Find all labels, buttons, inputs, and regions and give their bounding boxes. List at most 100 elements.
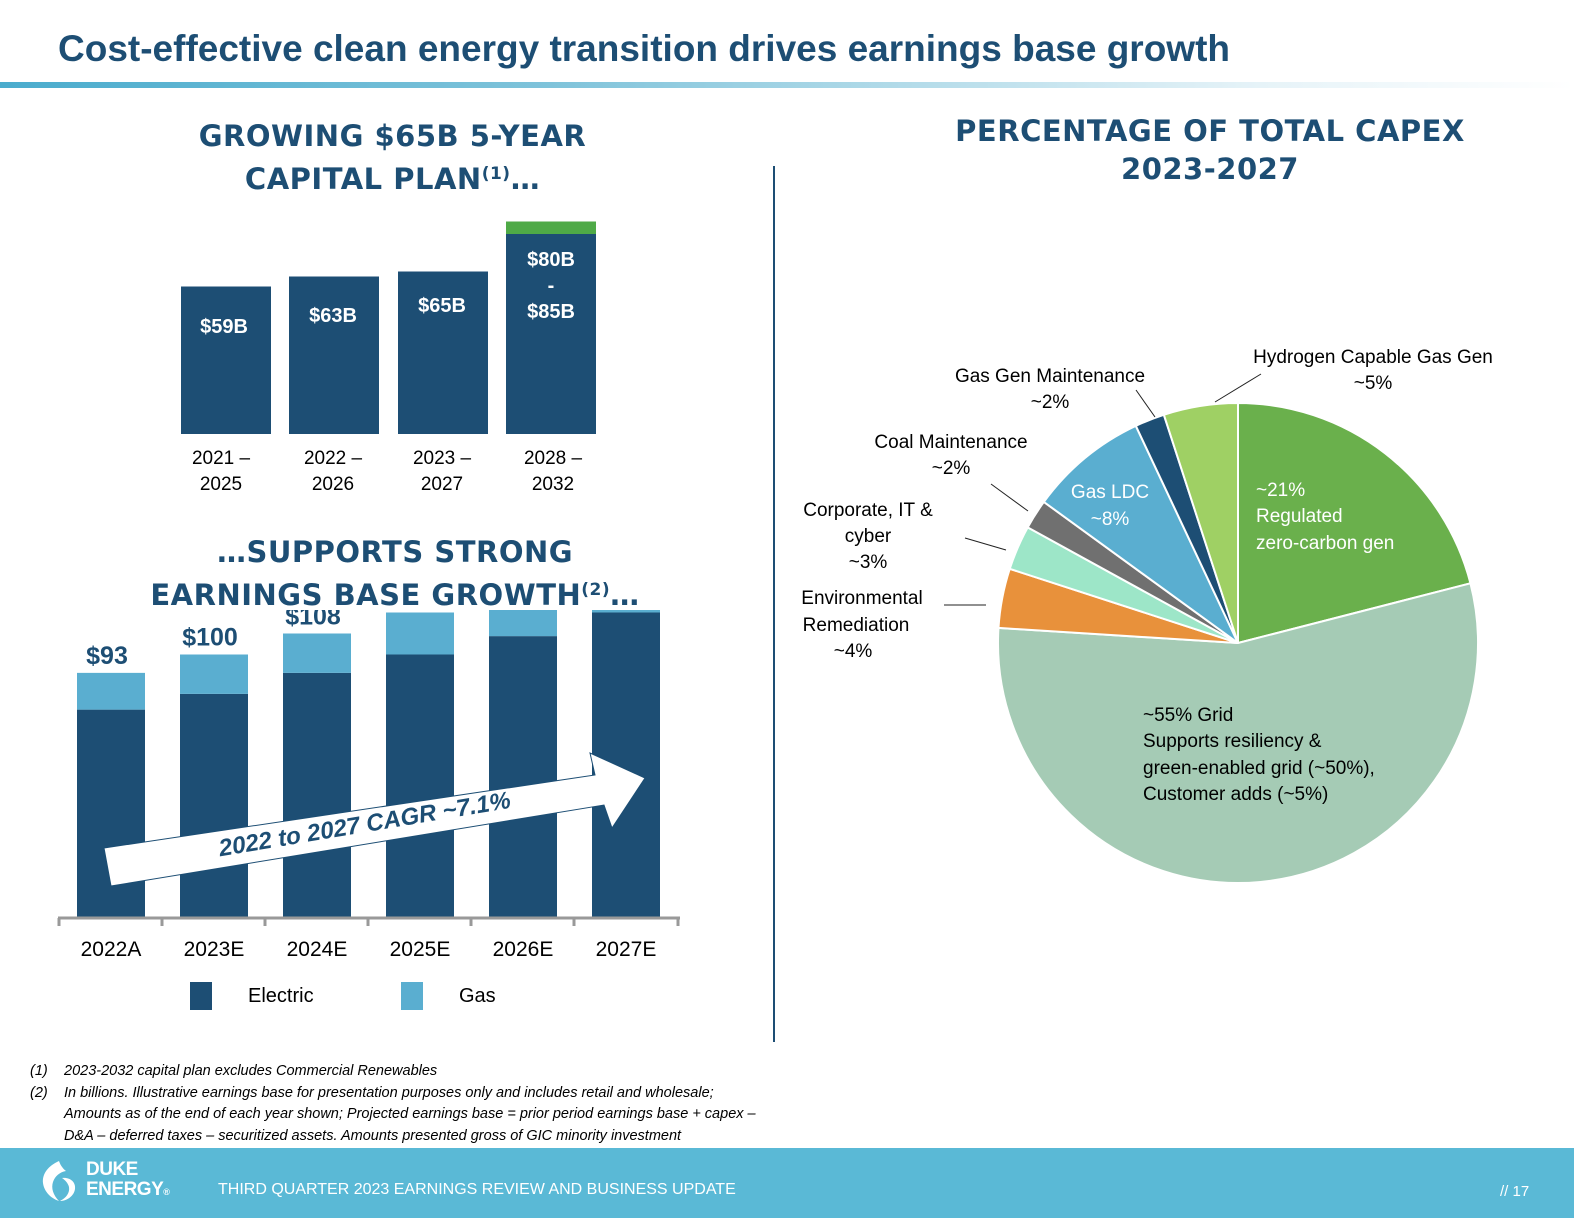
- earnings-heading-line2: EARNINGS BASE GROWTH: [150, 578, 582, 612]
- category-label: 2026E: [493, 938, 554, 961]
- coal-label-1: Coal Maintenance: [874, 432, 1027, 453]
- regulated-label-1: ~21%: [1256, 480, 1305, 501]
- legend-electric-label: Electric: [248, 984, 314, 1007]
- corporate-label-2: cyber: [845, 526, 892, 547]
- gas-gen-maint-label-2: ~2%: [1031, 392, 1070, 413]
- regulated-label-3: zero-carbon gen: [1256, 533, 1394, 554]
- footnotes: (1) 2023-2032 capital plan excludes Comme…: [30, 1061, 790, 1147]
- period-label-2021-end: 2025: [200, 474, 242, 495]
- capex-heading: PERCENTAGE OF TOTAL CAPEX 2023-2027: [900, 112, 1520, 188]
- earnings-base-chart: 2022 to 2027 CAGR ~7.1% $93$100$108$116$…: [57, 610, 680, 961]
- capital-bar-range-low: [506, 234, 596, 434]
- cagr-arrow: [103, 752, 646, 887]
- capital-bar: [181, 286, 271, 434]
- duke-energy-logo: DUKE ENERGY®: [38, 1158, 170, 1204]
- gas-ldc-label-1: Gas LDC: [1071, 482, 1149, 503]
- regulated-label-2: Regulated: [1256, 506, 1343, 527]
- legend-gas: Gas: [401, 982, 496, 1010]
- category-label: 2022A: [81, 938, 142, 961]
- period-label-2022-end: 2026: [312, 474, 354, 495]
- legend-electric-swatch: [190, 982, 212, 1010]
- total-label: $93: [86, 642, 128, 670]
- leader-hydrogen: [1214, 373, 1262, 403]
- electric-bar: [283, 672, 351, 917]
- corporate-label-3: ~3%: [849, 552, 888, 573]
- page-number: // 17: [1500, 1183, 1530, 1200]
- period-label-2021-start: 2021 –: [192, 448, 251, 469]
- capex-heading-line1: PERCENTAGE OF TOTAL CAPEX: [955, 114, 1465, 148]
- electric-bar: [489, 636, 557, 917]
- bar-label-2023: $65B: [418, 295, 466, 317]
- title-underline: [0, 82, 1574, 88]
- capital-plan-heading: GROWING $65B 5-YEAR CAPITAL PLAN(1)…: [120, 117, 665, 198]
- capital-plan-heading-line1: GROWING $65B 5-YEAR: [198, 119, 587, 153]
- gas-bar: [489, 610, 557, 637]
- hydrogen-label-1: Hydrogen Capable Gas Gen: [1253, 347, 1493, 368]
- grid-label-2: Supports resiliency &: [1143, 731, 1322, 752]
- footer-bar: DUKE ENERGY® THIRD QUARTER 2023 EARNINGS…: [0, 1148, 1574, 1218]
- bar-label-2021: $59B: [200, 316, 248, 338]
- logo-line2: ENERGY: [86, 1179, 164, 1200]
- environmental-label-2: Remediation: [803, 615, 910, 636]
- grid-label-4: Customer adds (~5%): [1143, 784, 1328, 805]
- gas-ldc-label-2: ~8%: [1091, 509, 1130, 530]
- electric-bar: [180, 693, 248, 917]
- category-label: 2024E: [287, 938, 348, 961]
- footnote-ref-2: (2): [581, 580, 611, 600]
- heading-ellipsis: …: [510, 162, 541, 196]
- corporate-label-1: Corporate, IT &: [803, 500, 933, 521]
- bar-label-2028-high: $80B: [527, 249, 575, 271]
- environmental-label-3: ~4%: [834, 641, 873, 662]
- category-label: 2023E: [184, 938, 245, 961]
- period-label-2023-end: 2027: [421, 474, 463, 495]
- leader-coal: [990, 483, 1029, 512]
- capex-pie-chart: ~55% Grid Supports resiliency & green-en…: [801, 347, 1493, 884]
- footnote-2-cont: D&A – deferred taxes – securitized asset…: [64, 1127, 682, 1144]
- vertical-divider: [773, 166, 775, 1042]
- hydrogen-label-2: ~5%: [1354, 373, 1393, 394]
- logo-registered-mark: ®: [163, 1187, 170, 1197]
- legend-gas-swatch: [401, 982, 423, 1010]
- footnote-2: (2) In billions. Illustrative earnings ba…: [30, 1084, 714, 1101]
- footer-presentation-title: THIRD QUARTER 2023 EARNINGS REVIEW AND B…: [218, 1181, 736, 1198]
- environmental-label-1: Environmental: [801, 588, 922, 609]
- gas-bar: [386, 612, 454, 655]
- pie-slice-hydrogen-capable-gas-gen: [1162, 401, 1239, 644]
- capital-plan-heading-line2: CAPITAL PLAN: [244, 162, 482, 196]
- legend-gas-label: Gas: [459, 984, 496, 1007]
- total-label: $108: [285, 610, 341, 631]
- grid-label-1: ~55% Grid: [1143, 705, 1233, 726]
- gas-bar: [180, 654, 248, 694]
- footnote-ref-1: (1): [481, 164, 511, 184]
- coal-label-2: ~2%: [932, 458, 971, 479]
- page-title: Cost-effective clean energy transition d…: [58, 28, 1231, 69]
- footnote-2-cont: Amounts as of the end of each year shown…: [64, 1106, 756, 1122]
- pie-slice-grid: [997, 582, 1479, 884]
- category-label: 2025E: [390, 938, 451, 961]
- duke-energy-logo-icon: [42, 1161, 76, 1201]
- legend-electric: Electric: [190, 982, 314, 1010]
- earnings-heading-line1: …SUPPORTS STRONG: [216, 535, 574, 569]
- bar-label-2028-dash: -: [548, 275, 555, 297]
- grid-label-3: green-enabled grid (~50%),: [1143, 758, 1375, 779]
- capital-plan-chart: $59B $63B $65B $80B - $85B 2021 – 2025 2…: [181, 221, 596, 495]
- electric-bar: [386, 654, 454, 917]
- leader-gas-gen-maint: [1135, 389, 1156, 418]
- gas-bar: [592, 610, 660, 613]
- pie-slice-regulated-zero-carbon-gen: [1237, 401, 1472, 645]
- capital-bar-range-high: [506, 221, 596, 234]
- period-label-2023-start: 2023 –: [413, 448, 472, 469]
- footnote-1: (1) 2023-2032 capital plan excludes Comme…: [30, 1063, 438, 1079]
- heading-ellipsis: …: [610, 578, 640, 612]
- gas-bar: [283, 633, 351, 673]
- bar-label-2022: $63B: [309, 305, 357, 327]
- bar-label-2028-low: $85B: [527, 301, 575, 323]
- gas-gen-maint-label-1: Gas Gen Maintenance: [955, 366, 1145, 387]
- logo-line1: DUKE: [86, 1159, 138, 1180]
- leader-corporate: [964, 537, 1007, 551]
- pie-slice-gas-ldc: [1042, 424, 1239, 644]
- capex-heading-line2: 2023-2027: [1121, 152, 1299, 186]
- category-label: 2027E: [596, 938, 657, 961]
- capital-bar: [289, 276, 379, 434]
- gas-bar: [77, 672, 145, 710]
